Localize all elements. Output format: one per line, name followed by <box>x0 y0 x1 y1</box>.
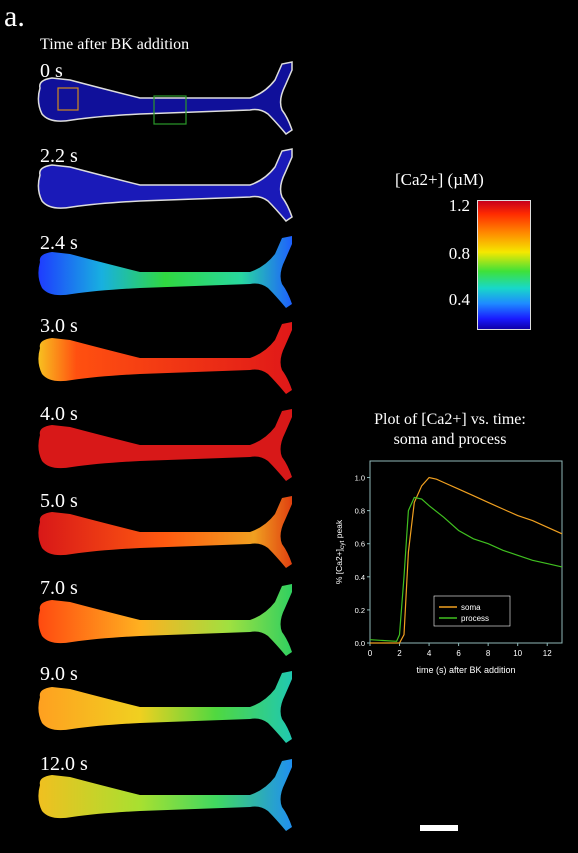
y-tick-label: 0.6 <box>355 540 365 549</box>
y-tick-label: 0.4 <box>355 573 365 582</box>
frame-label-8: 12.0 s <box>40 753 88 775</box>
cell-image-4-0s <box>38 409 293 481</box>
x-tick-label: 10 <box>513 649 522 658</box>
frame-label-1: 2.2 s <box>40 145 78 167</box>
frame-label-5: 5.0 s <box>40 490 78 512</box>
x-tick-label: 2 <box>397 649 402 658</box>
frame-label-2: 2.4 s <box>40 232 78 254</box>
y-tick-label: 0.2 <box>355 606 365 615</box>
legend-box <box>433 595 511 627</box>
cell-image-3-0s <box>38 322 293 394</box>
x-axis-label: time (s) after BK addition <box>416 665 515 675</box>
line-chart: 0.0 0.2 0.4 0.6 0.8 1.0 0 2 4 6 8 10 12 soma process… <box>334 460 563 675</box>
cell-image-2-2s <box>37 148 293 222</box>
cell-image-5-0s <box>38 496 293 568</box>
figure-heading: Time after BK addition <box>40 36 190 53</box>
series-line-process <box>369 496 563 642</box>
colorbar-tick-low: 0.4 <box>448 290 470 309</box>
plot-title: Plot of [Ca2+] vs. time: soma and proces… <box>330 410 570 450</box>
frame-label-3: 3.0 s <box>40 315 78 337</box>
colorbar-tick-mid: 0.8 <box>448 244 470 263</box>
y-tick-label: 1.0 <box>355 474 365 483</box>
cell-image-12-0s <box>38 759 293 831</box>
y-tick-label: 0.0 <box>355 639 365 648</box>
x-tick-label: 12 <box>543 649 552 658</box>
scale-bar <box>420 825 458 831</box>
series-line-soma <box>370 476 563 644</box>
y-tick-label: 0.8 <box>355 507 365 516</box>
cell-image-7-0s <box>38 584 293 656</box>
x-tick-label: 4 <box>427 649 432 658</box>
plot-title-line1: Plot of [Ca2+] vs. time: <box>374 411 526 428</box>
cell-image-9-0s <box>38 671 293 743</box>
frame-label-4: 4.0 s <box>40 403 78 425</box>
x-tick-label: 0 <box>368 649 373 658</box>
plot-frame <box>369 460 563 644</box>
frame-label-6: 7.0 s <box>40 577 78 599</box>
legend-label-soma: soma <box>461 603 481 612</box>
colorbar-tick-high: 1.2 <box>448 196 470 215</box>
frame-label-0: 0 s <box>40 60 63 82</box>
frame-label-7: 9.0 s <box>40 663 78 685</box>
cell-image-2-4s <box>38 236 293 308</box>
cell-image-0s <box>37 61 293 135</box>
colorbar-title: [Ca2+] (µM) <box>395 170 484 189</box>
x-tick-label: 8 <box>486 649 491 658</box>
legend-label-process: process <box>461 614 489 623</box>
colorbar <box>477 200 531 330</box>
panel-letter: a. <box>4 0 25 33</box>
y-axis-label: % [Ca2+]cyt peak <box>334 519 346 584</box>
plot-title-line2: soma and process <box>393 431 507 448</box>
x-tick-label: 6 <box>456 649 461 658</box>
